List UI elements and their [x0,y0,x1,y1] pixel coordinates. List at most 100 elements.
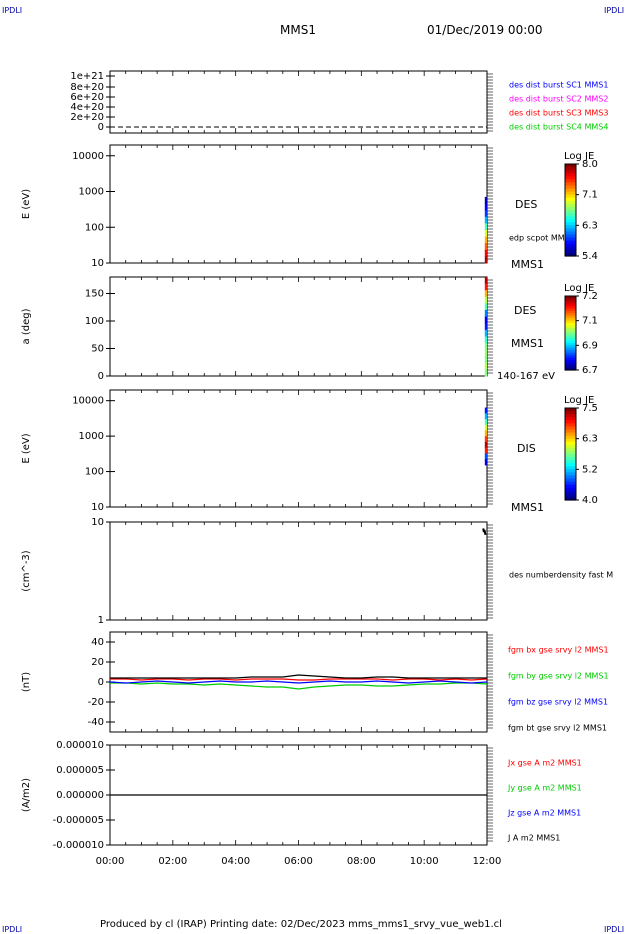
y-tick-label: 10 [91,258,104,269]
colorbar-segment [565,320,576,324]
colorbar-segment [565,481,576,486]
y-tick-label: 1000 [79,431,104,442]
colorbar-segment [565,438,576,443]
y-tick-label: 40 [91,637,104,648]
spectrogram-cell [484,459,487,466]
colorbar-segment [565,323,576,327]
colorbar-segment [565,333,576,337]
colorbar-segment [565,350,576,354]
y-axis-label: (cm^-3) [21,550,32,591]
colorbar-tick-label: 5.2 [582,464,598,475]
x-tick-label: 08:00 [347,856,376,867]
colorbar-segment [565,167,576,171]
y-axis-label: a (deg) [21,308,32,344]
colorbar-segment [565,355,576,359]
colorbar-segment [565,360,576,364]
colorbar-segment [565,191,576,196]
y-tick-label: 150 [85,289,104,300]
spectrogram-cell [484,356,487,364]
y-axis-label: E (eV) [21,433,32,463]
des-pitch-label: DES [514,304,536,317]
colorbar-segment [565,457,576,461]
colorbar-segment [565,362,576,366]
des-pitch-sublabel: MMS1 [511,337,544,350]
x-tick-label: 12:00 [473,856,502,867]
colorbar-segment [565,296,576,300]
spectrogram-cell [484,369,487,377]
footer-text: Produced by cl (IRAP) Printing date: 02/… [100,919,502,930]
spectrogram-cell [484,303,487,311]
colorbar-segment [565,303,576,307]
colorbar-tick-label: 6.7 [582,365,598,376]
burst-legend-entry: des dist burst SC4 MMS4 [509,123,608,132]
y-tick-label: -40 [88,717,104,728]
colorbar-segment [565,475,576,480]
y-tick-label: 0.000000 [56,790,104,801]
colorbar-tick-label: 5.4 [582,251,598,262]
y-tick-label: -20 [88,697,104,708]
y-tick-label: 100 [85,467,104,478]
colorbar-segment [565,472,576,477]
colorbar-frame [564,407,577,501]
y-tick-label: 8e+20 [70,82,104,93]
spectrogram-cell [484,407,487,414]
colorbar-segment [565,231,576,236]
current-legend-entry: Jx gse A m2 MMS1 [507,759,582,768]
colorbar-segment [565,429,576,434]
spectrogram-cell [484,419,487,426]
colorbar-segment [565,206,576,211]
fgm-legend-entry: fgm bt gse srvy l2 MMS1 [508,724,607,733]
fgm-bz-series-line [109,680,488,684]
colorbar-segment [565,357,576,361]
y-tick-label: 50 [91,344,104,355]
spectrogram-cell [484,256,487,264]
y-axis-label: (nT) [21,672,32,692]
y-tick-label: 4e+20 [70,102,104,113]
colorbar-segment [565,308,576,312]
y-tick-label: 0.000010 [56,740,104,751]
spectrogram-cell [484,430,487,437]
colorbar-segment [565,237,576,242]
colorbar-segment [565,469,576,473]
burst-legend-entry: des dist burst SC1 MMS1 [509,81,608,90]
colorbar-segment [565,478,576,483]
colorbar-segment [565,460,576,464]
colorbar-segment [565,423,576,427]
y-tick-label: -0.000010 [53,840,104,851]
colorbar-segment [565,490,576,495]
spectrogram-cell [484,203,487,211]
colorbar-segment [565,310,576,314]
colorbar-segment [565,228,576,233]
fgm-legend-entry: fgm bz gse srvy l2 MMS1 [508,698,608,707]
header-spacecraft: MMS1 [280,23,316,37]
fgm-bx-series-line [110,678,488,681]
colorbar-title: Log JE [564,283,594,294]
colorbar-segment [565,420,576,424]
spectrogram-cell [484,441,487,449]
colorbar-frame [564,163,577,257]
colorbar-segment [565,318,576,322]
y-tick-label: 100 [85,222,104,233]
colorbar-segment [565,432,576,437]
colorbar-tick-label: 6.9 [582,340,598,351]
spectrogram-cell [484,229,487,238]
spectrogram-cell [484,424,487,431]
colorbar-title: Log JE [564,151,594,162]
y-tick-label: 0 [98,677,104,688]
spectrogram-cell [484,329,487,337]
colorbar-segment [565,188,576,193]
colorbar-segment [565,365,576,369]
colorbar-segment [565,347,576,351]
spectrogram-cell [484,249,487,257]
x-tick-label: 04:00 [221,856,250,867]
colorbar-segment [565,179,576,183]
colorbar-tick-label: 4.0 [582,495,598,506]
y-tick-label: 10 [91,502,104,513]
colorbar-segment [565,441,576,446]
colorbar-segment [565,313,576,317]
colorbar-segment [565,164,576,168]
dis-energy-label: DIS [517,442,536,455]
colorbar-segment [565,463,576,467]
y-tick-label: 10000 [72,396,104,407]
x-tick-label: 06:00 [284,856,313,867]
